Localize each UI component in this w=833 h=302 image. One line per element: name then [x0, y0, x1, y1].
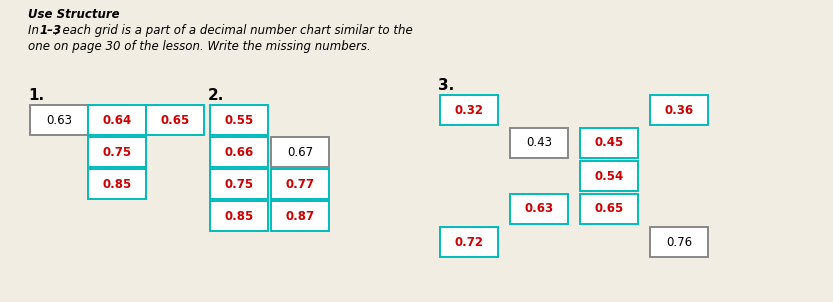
- Text: 1–3: 1–3: [40, 24, 62, 37]
- Text: 1.: 1.: [28, 88, 44, 103]
- Text: Use Structure: Use Structure: [28, 8, 120, 21]
- Text: 0.77: 0.77: [286, 178, 315, 191]
- Text: 0.45: 0.45: [595, 137, 624, 149]
- Bar: [650, 227, 708, 257]
- Text: 0.66: 0.66: [224, 146, 253, 159]
- Bar: [210, 201, 268, 231]
- Text: 0.75: 0.75: [224, 178, 253, 191]
- Text: 0.67: 0.67: [287, 146, 313, 159]
- Text: 0.85: 0.85: [102, 178, 132, 191]
- Text: 0.54: 0.54: [595, 169, 624, 182]
- Text: 0.64: 0.64: [102, 114, 132, 127]
- Text: 0.55: 0.55: [224, 114, 253, 127]
- Bar: [88, 169, 146, 199]
- Text: , each grid is a part of a decimal number chart similar to the: , each grid is a part of a decimal numbe…: [55, 24, 412, 37]
- Bar: [271, 201, 329, 231]
- Bar: [271, 169, 329, 199]
- Text: 0.72: 0.72: [455, 236, 483, 249]
- Text: 0.65: 0.65: [595, 203, 624, 216]
- Text: 3.: 3.: [438, 78, 454, 93]
- Bar: [580, 161, 638, 191]
- Bar: [30, 105, 88, 135]
- Text: 0.87: 0.87: [286, 210, 315, 223]
- Text: one on page 30 of the lesson. Write the missing numbers.: one on page 30 of the lesson. Write the …: [28, 40, 371, 53]
- Bar: [271, 137, 329, 167]
- Bar: [440, 95, 498, 125]
- Bar: [650, 95, 708, 125]
- Text: 0.32: 0.32: [455, 104, 483, 117]
- Text: 0.85: 0.85: [224, 210, 253, 223]
- Text: In: In: [28, 24, 42, 37]
- Bar: [210, 137, 268, 167]
- Text: 0.36: 0.36: [665, 104, 694, 117]
- Bar: [210, 169, 268, 199]
- Bar: [146, 105, 204, 135]
- Text: 0.63: 0.63: [46, 114, 72, 127]
- Bar: [510, 194, 568, 224]
- Bar: [440, 227, 498, 257]
- Text: 0.63: 0.63: [525, 203, 554, 216]
- Text: 0.76: 0.76: [666, 236, 692, 249]
- Bar: [580, 128, 638, 158]
- Text: 0.43: 0.43: [526, 137, 552, 149]
- Bar: [210, 105, 268, 135]
- Bar: [88, 137, 146, 167]
- Bar: [510, 128, 568, 158]
- Text: 2.: 2.: [208, 88, 224, 103]
- Text: 0.65: 0.65: [161, 114, 190, 127]
- Text: 0.75: 0.75: [102, 146, 132, 159]
- Bar: [88, 105, 146, 135]
- Bar: [580, 194, 638, 224]
